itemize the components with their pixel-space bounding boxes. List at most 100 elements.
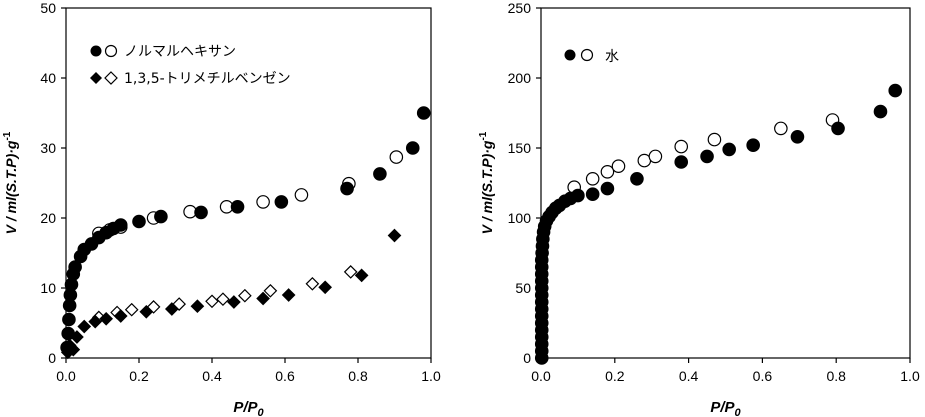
water-desorption-point <box>648 149 663 164</box>
water-adsorption-point <box>746 138 760 152</box>
legend-filled-circle-icon <box>564 49 576 61</box>
tmb-adsorption-point <box>88 314 103 329</box>
y-tick-label: 100 <box>508 210 532 226</box>
x-tick-label: 0.2 <box>129 368 149 384</box>
legend-item-water: 水 <box>564 48 619 65</box>
plot-area-frame <box>65 7 432 359</box>
x-tick-label: 0.0 <box>56 368 76 384</box>
legend: ノルマルヘキサン 1,3,5-トリメチルベンゼン <box>90 44 291 87</box>
water-adsorption-point <box>722 142 736 157</box>
x-axis-title: P/P0 <box>233 399 264 417</box>
data-points <box>534 83 903 365</box>
legend-label-hexane: ノルマルヘキサン <box>124 44 236 60</box>
legend-open-circle-icon <box>580 48 594 62</box>
hexane-desorption-point <box>294 188 309 202</box>
tmb-adsorption-point <box>387 228 402 243</box>
legend-item-tmb: 1,3,5-トリメチルベンゼン <box>90 71 291 87</box>
water-adsorption-point <box>700 149 714 164</box>
tmb-adsorption-point <box>139 304 154 319</box>
tmb-desorption-point <box>124 302 139 317</box>
hexane-adsorption-point <box>113 218 128 232</box>
legend-label-tmb: 1,3,5-トリメチルベンゼン <box>124 71 291 87</box>
hexane-adsorption-point <box>416 106 431 120</box>
water-adsorption-point <box>674 155 689 169</box>
y-tick-label: 50 <box>515 280 531 296</box>
y-tick-label: 10 <box>40 280 56 296</box>
water-adsorption-point <box>571 188 585 203</box>
water-desorption-point <box>585 172 600 186</box>
y-tick-label: 50 <box>40 0 56 16</box>
hexane-adsorption-point <box>68 260 82 274</box>
legend-open-circle-icon <box>104 44 118 58</box>
y-tick-label: 40 <box>40 70 56 86</box>
x-tick-label: 1.0 <box>900 368 920 384</box>
x-tick-label: 0.4 <box>679 368 699 384</box>
x-axis-title: P/P0 <box>710 399 741 417</box>
water-desorption-point <box>611 159 626 173</box>
y-tick-label: 250 <box>508 0 532 16</box>
tmb-desorption-point <box>343 265 358 279</box>
x-tick-label: 0.4 <box>202 368 222 384</box>
tmb-adsorption-point <box>190 299 205 314</box>
hexane-adsorption-point <box>62 312 76 327</box>
legend-open-diamond-icon <box>104 71 118 85</box>
x-tick-label: 0.6 <box>275 368 295 384</box>
hexane-adsorption-point <box>154 209 168 224</box>
y-tick-label: 0 <box>48 350 56 366</box>
tmb-adsorption-point <box>77 319 92 334</box>
water-adsorption-point <box>873 104 888 119</box>
tmb-adsorption-point <box>354 268 369 283</box>
legend-label-water: 水 <box>605 49 619 65</box>
legend-item-hexane: ノルマルヘキサン <box>90 44 236 60</box>
y-axis-ticks: 0 10 20 30 40 50 <box>40 0 66 366</box>
water-desorption-point <box>600 165 615 179</box>
x-tick-label: 0.8 <box>826 368 846 384</box>
water-adsorption-point <box>630 172 644 186</box>
tmb-adsorption-point <box>281 288 296 302</box>
hexane-adsorption-point <box>373 167 387 181</box>
x-tick-label: 0.0 <box>531 368 551 384</box>
tmb-desorption-point <box>238 288 252 303</box>
tmb-adsorption-point <box>256 291 270 306</box>
hexane-adsorption-point <box>405 141 420 155</box>
hexane-adsorption-point <box>194 205 208 220</box>
legend-filled-circle-icon <box>90 45 102 57</box>
water-adsorption-point <box>790 130 805 144</box>
x-axis-ticks: 0.0 0.2 0.4 0.6 0.8 1.0 <box>56 358 441 384</box>
water-adsorption-point <box>831 121 845 136</box>
hexane-desorption-point <box>389 150 404 164</box>
hexane-adsorption-point <box>340 181 354 196</box>
y-tick-label: 200 <box>508 70 532 86</box>
x-tick-label: 0.2 <box>605 368 625 384</box>
water-adsorption-point <box>585 187 600 201</box>
y-tick-label: 20 <box>40 210 56 226</box>
y-axis-ticks: 0 50 100 150 200 250 <box>508 0 541 366</box>
water-desorption-point <box>674 139 689 154</box>
hexane-adsorption-point <box>230 200 245 214</box>
y-tick-label: 150 <box>508 140 532 156</box>
water-desorption-point <box>707 132 722 147</box>
water-adsorption-point <box>600 181 615 196</box>
tmb-adsorption-point <box>165 302 179 316</box>
tmb-desorption-point <box>263 283 278 298</box>
hexane-adsorption-point <box>274 195 289 209</box>
data-points <box>60 106 431 360</box>
water-adsorption-point <box>888 83 903 98</box>
hexane-adsorption-point <box>132 214 146 229</box>
tmb-adsorption-point <box>318 280 332 295</box>
tmb-adsorption-point <box>227 295 241 309</box>
legend-filled-diamond-icon <box>90 72 102 84</box>
legend: 水 <box>564 48 619 65</box>
tmb-desorption-point <box>205 294 219 309</box>
plot-area-frame <box>540 7 911 359</box>
tmb-adsorption-point <box>113 309 128 323</box>
tmb-adsorption-point <box>99 311 113 326</box>
tmb-desorption-point <box>305 276 320 291</box>
water-desorption-point <box>774 121 788 136</box>
tmb-desorption-point <box>216 292 230 307</box>
x-tick-label: 0.8 <box>348 368 368 384</box>
y-axis-title: V / ml(S.T.P)·g-1 <box>2 131 19 234</box>
x-tick-label: 0.6 <box>753 368 773 384</box>
